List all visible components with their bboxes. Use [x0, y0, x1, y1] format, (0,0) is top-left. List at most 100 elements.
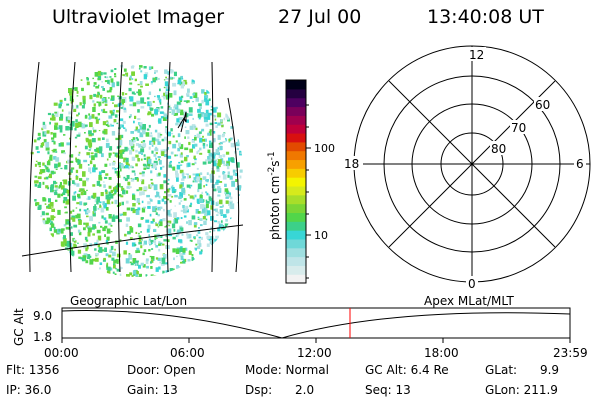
uv-speckle — [180, 152, 183, 155]
uv-speckle — [176, 101, 181, 105]
uv-speckle — [95, 85, 100, 89]
uv-speckle — [109, 267, 113, 271]
uv-speckle — [230, 203, 235, 210]
uv-speckle — [158, 195, 161, 199]
uv-speckle — [161, 138, 165, 142]
uv-speckle — [97, 93, 100, 96]
uv-speckle — [176, 108, 181, 113]
uv-speckle — [162, 243, 165, 246]
uv-speckle — [93, 82, 97, 85]
uv-speckle — [142, 171, 145, 174]
uv-speckle — [89, 172, 92, 174]
uv-speckle — [49, 154, 53, 159]
uv-speckle — [205, 203, 209, 209]
uv-speckle — [135, 154, 139, 158]
uv-speckle — [75, 175, 79, 180]
timeline-tick-3: 18:00 — [424, 346, 459, 360]
uv-speckle — [148, 91, 152, 95]
uv-speckle — [221, 135, 225, 138]
color-scale-band — [286, 256, 306, 266]
uv-speckle — [114, 168, 117, 171]
uv-speckle — [178, 196, 182, 200]
uv-speckle — [179, 184, 183, 189]
uv-speckle — [236, 162, 240, 168]
uv-speckle — [189, 96, 193, 99]
uv-speckle — [105, 253, 109, 257]
uv-speckle — [178, 77, 181, 81]
uv-speckle — [42, 121, 46, 125]
uv-speckle — [106, 120, 109, 123]
uv-speckle — [102, 259, 106, 262]
uv-speckle — [195, 209, 199, 214]
uv-speckle — [169, 76, 173, 79]
uv-speckle — [150, 239, 154, 243]
uv-speckle — [55, 151, 58, 153]
uv-speckle — [132, 137, 135, 140]
uv-speckle — [88, 133, 93, 137]
uv-speckle — [123, 127, 126, 129]
uv-speckle — [216, 150, 219, 153]
uv-speckle — [205, 201, 210, 204]
color-scale-band — [286, 212, 306, 222]
uv-speckle — [65, 126, 69, 131]
uv-speckle — [102, 137, 105, 140]
uv-speckle — [150, 81, 153, 83]
uv-speckle — [201, 207, 206, 213]
uv-speckle — [92, 167, 96, 173]
uv-speckle — [91, 114, 95, 119]
uv-speckle — [219, 141, 223, 145]
uv-speckle — [108, 115, 113, 119]
uv-speckle — [50, 233, 54, 238]
uv-speckle — [98, 184, 102, 187]
uv-speckle — [114, 73, 117, 76]
uv-speckle — [200, 203, 204, 209]
uv-speckle — [174, 154, 177, 157]
uv-speckle — [208, 152, 213, 157]
uv-speckle — [104, 225, 108, 229]
uv-speckle — [151, 164, 153, 167]
gc-altitude: GC Alt: 6.4 Re — [365, 363, 449, 377]
uv-speckle — [132, 203, 136, 207]
uv-speckle — [161, 151, 165, 156]
uv-speckle — [213, 114, 216, 117]
uv-speckle — [98, 84, 100, 87]
uv-speckle — [158, 172, 161, 176]
uv-speckle — [196, 234, 199, 237]
uv-speckle — [115, 215, 120, 219]
uv-speckle — [178, 142, 181, 147]
uv-speckle — [168, 161, 172, 165]
uv-speckle — [175, 140, 178, 143]
uv-speckle — [206, 172, 209, 175]
uv-speckle — [140, 158, 143, 161]
uv-speckle — [211, 153, 216, 159]
uv-speckle — [81, 87, 84, 92]
uv-speckle — [100, 207, 105, 213]
uv-speckle — [114, 273, 117, 276]
uv-speckle — [191, 254, 194, 257]
uv-speckle — [225, 210, 229, 214]
lat-label-60: 60 — [535, 98, 550, 112]
uv-speckle — [179, 153, 183, 158]
uv-speckle — [157, 200, 161, 205]
uv-speckle — [137, 207, 141, 211]
uv-speckle — [209, 239, 213, 244]
uv-speckle — [42, 124, 47, 130]
uv-speckle — [45, 176, 49, 180]
sequence-number: Seq: 13 — [365, 383, 411, 397]
uv-speckle — [88, 115, 92, 120]
uv-speckle — [230, 142, 235, 148]
uv-speckle — [232, 169, 236, 173]
uv-speckle — [138, 238, 143, 242]
uv-speckle — [103, 217, 107, 221]
uv-speckle — [67, 193, 70, 197]
mode-value: Mode: Normal — [245, 363, 329, 377]
uv-speckle — [105, 240, 109, 244]
uv-speckle — [65, 211, 68, 214]
uv-speckle — [188, 194, 190, 196]
uv-speckle — [196, 133, 201, 139]
uv-speckle — [167, 131, 171, 137]
uv-speckle — [51, 140, 55, 143]
uv-speckle — [209, 142, 211, 145]
uv-speckle — [96, 239, 99, 243]
uv-speckle — [51, 206, 54, 208]
